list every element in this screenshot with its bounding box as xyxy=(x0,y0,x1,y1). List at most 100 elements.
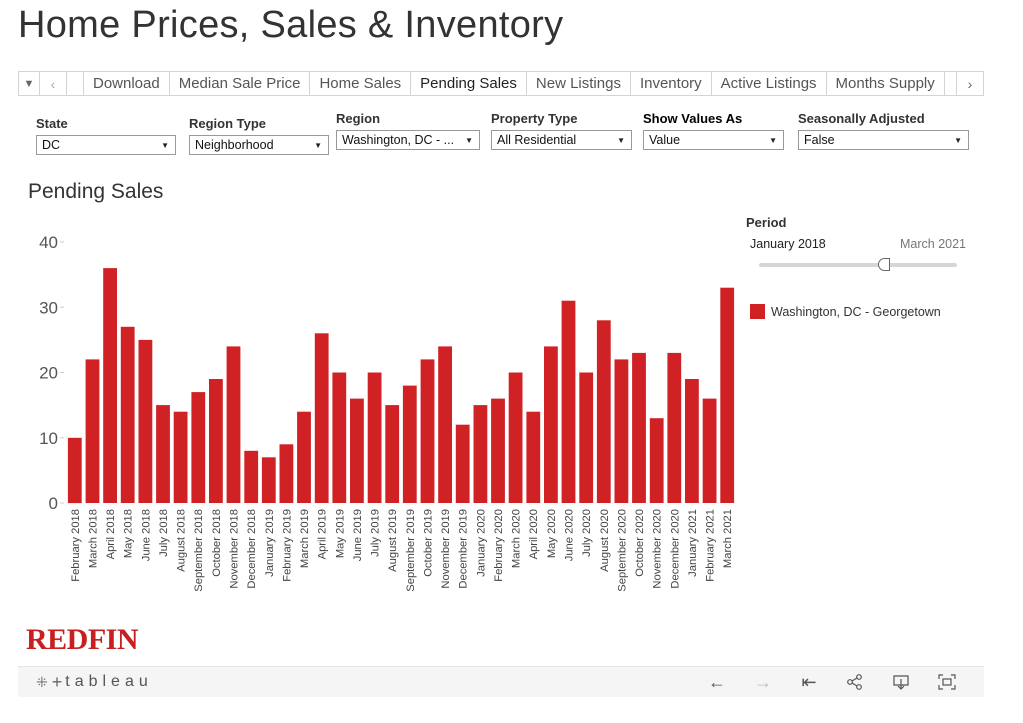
bar[interactable] xyxy=(385,405,400,503)
bar[interactable] xyxy=(261,457,276,503)
filter-show-values-as-label: Show Values As xyxy=(643,111,743,126)
bar[interactable] xyxy=(103,268,117,503)
x-tick-label: February 2018 xyxy=(70,509,82,582)
bar[interactable] xyxy=(332,372,347,504)
region-type-dropdown[interactable]: Neighborhood ▼ xyxy=(189,135,329,155)
bar[interactable] xyxy=(720,287,735,503)
bar[interactable] xyxy=(279,444,294,503)
y-tick-label: 40 xyxy=(39,233,58,252)
x-tick-label: June 2018 xyxy=(140,509,152,561)
tab-inventory[interactable]: Inventory xyxy=(631,72,712,95)
y-tick-label: 0 xyxy=(49,494,58,513)
property-type-dropdown[interactable]: All Residential ▼ xyxy=(491,130,632,150)
chevron-down-icon: ▼ xyxy=(769,135,777,145)
bar[interactable] xyxy=(120,326,135,503)
bar[interactable] xyxy=(455,424,470,503)
x-tick-label: May 2018 xyxy=(123,509,135,558)
state-dropdown[interactable]: DC ▼ xyxy=(36,135,176,155)
bar[interactable] xyxy=(350,398,364,503)
bar[interactable] xyxy=(596,320,611,503)
bar[interactable] xyxy=(614,359,629,503)
x-tick-label: January 2020 xyxy=(475,509,487,577)
x-tick-label: May 2019 xyxy=(334,509,346,558)
filter-property-type: Property Type All Residential ▼ xyxy=(491,111,632,150)
x-tick-label: August 2018 xyxy=(176,509,188,572)
tab-next-icon[interactable]: › xyxy=(956,72,983,95)
bar[interactable] xyxy=(473,405,488,503)
x-tick-label: July 2020 xyxy=(581,509,593,557)
bar[interactable] xyxy=(438,346,452,503)
x-tick-label: November 2020 xyxy=(652,509,664,589)
x-tick-label: January 2019 xyxy=(264,509,276,577)
y-tick-label: 10 xyxy=(39,429,58,448)
fullscreen-glyph xyxy=(938,674,956,690)
x-tick-label: March 2021 xyxy=(722,509,734,568)
tab-months-supply[interactable]: Months Supply xyxy=(827,72,945,95)
redfin-logo[interactable]: REDFIN xyxy=(26,623,139,656)
share-icon[interactable] xyxy=(832,670,878,694)
period-slider-handle[interactable] xyxy=(878,258,890,271)
legend[interactable]: Washington, DC - Georgetown xyxy=(750,304,941,319)
region-type-value: Neighborhood xyxy=(195,138,274,152)
tab-active-listings[interactable]: Active Listings xyxy=(712,72,827,95)
bar[interactable] xyxy=(297,411,311,503)
bar[interactable] xyxy=(702,398,717,503)
chart-title: Pending Sales xyxy=(28,180,164,203)
bar[interactable] xyxy=(209,379,223,503)
bar[interactable] xyxy=(138,339,153,503)
bar[interactable] xyxy=(420,359,435,503)
tab-download[interactable]: Download xyxy=(84,72,170,95)
tab-menu-icon[interactable]: ▼ xyxy=(19,72,40,95)
share-glyph xyxy=(847,674,862,690)
bar[interactable] xyxy=(85,359,100,503)
tab-home-sales[interactable]: Home Sales xyxy=(310,72,412,95)
download-icon[interactable] xyxy=(878,670,924,694)
bar[interactable] xyxy=(667,352,682,503)
period-slider-track[interactable] xyxy=(759,263,957,267)
bar[interactable] xyxy=(367,372,382,504)
x-tick-label: February 2021 xyxy=(705,509,717,582)
undo-icon[interactable]: ← xyxy=(708,671,726,692)
tab-prev-icon[interactable]: ‹ xyxy=(40,72,67,95)
redo-icon[interactable]: → xyxy=(754,671,772,692)
bar[interactable] xyxy=(173,411,188,503)
bar[interactable] xyxy=(314,333,329,503)
period-start-label: January 2018 xyxy=(750,237,826,251)
show-values-as-dropdown[interactable]: Value ▼ xyxy=(643,130,784,150)
tableau-plus-glyph: + xyxy=(51,671,63,692)
bar[interactable] xyxy=(244,450,259,503)
revert-icon[interactable]: ⇤ xyxy=(801,671,817,692)
tab-spacer xyxy=(67,72,84,95)
x-tick-label: November 2018 xyxy=(229,509,241,589)
bar[interactable] xyxy=(226,346,241,503)
x-tick-label: June 2020 xyxy=(564,509,576,561)
chevron-down-icon: ▼ xyxy=(314,140,322,150)
bar[interactable] xyxy=(579,372,594,504)
tab-median-sale-price[interactable]: Median Sale Price xyxy=(170,72,311,95)
chevron-down-icon: ▼ xyxy=(617,135,625,145)
region-dropdown[interactable]: Washington, DC - ... ▼ xyxy=(336,130,480,150)
bar[interactable] xyxy=(561,300,576,503)
bar[interactable] xyxy=(491,398,505,503)
fullscreen-icon[interactable] xyxy=(924,670,970,694)
bar[interactable] xyxy=(544,346,558,503)
x-tick-label: February 2019 xyxy=(281,509,293,582)
filter-region: Region Washington, DC - ... ▼ xyxy=(336,111,480,150)
tableau-logo[interactable]: ⁜ + tableau xyxy=(36,672,153,693)
bar[interactable] xyxy=(526,411,541,503)
bar[interactable] xyxy=(685,379,699,503)
bar[interactable] xyxy=(508,372,523,504)
pending-sales-chart: 0 10 20 30 40 February 2018 March 2018 April 20… xyxy=(39,233,735,592)
tab-new-listings[interactable]: New Listings xyxy=(527,72,631,95)
tab-pending-sales[interactable]: Pending Sales xyxy=(411,72,527,95)
bar[interactable] xyxy=(632,352,646,503)
y-tick-label: 30 xyxy=(39,298,58,317)
x-tick-label: December 2019 xyxy=(458,509,470,589)
bar[interactable] xyxy=(402,385,417,503)
bar[interactable] xyxy=(649,418,664,503)
bar[interactable] xyxy=(191,392,206,503)
bar[interactable] xyxy=(67,437,82,504)
x-tick-label: September 2020 xyxy=(616,509,628,592)
bar[interactable] xyxy=(156,405,170,503)
seasonally-adjusted-dropdown[interactable]: False ▼ xyxy=(798,130,969,150)
